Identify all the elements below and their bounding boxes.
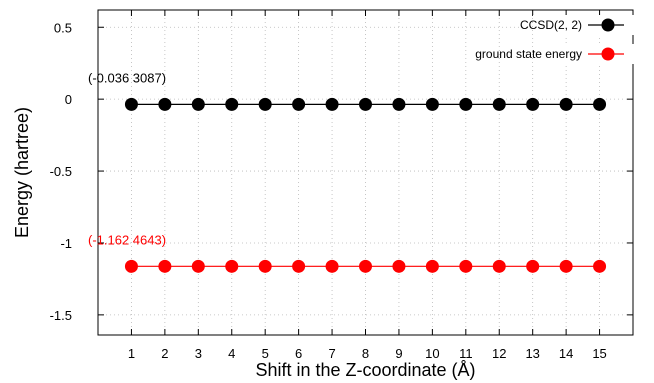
y-tick-label: -0.5 (50, 164, 72, 179)
data-point (425, 259, 439, 273)
data-point (492, 259, 506, 273)
x-tick-label: 13 (525, 346, 539, 361)
axes: 0.50-0.5-1-1.51 2 3 4 5 6 7 8 9 10 11 12 13 14 15 (50, 9, 634, 361)
x-axis-title: Shift in the Z-coordinate (Å) (255, 360, 475, 380)
x-tick-label: 6 (295, 346, 302, 361)
data-point (425, 97, 439, 111)
x-tick-label: 10 (425, 346, 439, 361)
series-0 (124, 97, 607, 111)
legend-label: CCSD(2, 2) (520, 18, 582, 32)
x-tick-label: 9 (395, 346, 402, 361)
data-point (325, 97, 339, 111)
data-point (593, 259, 607, 273)
legend-marker (601, 47, 615, 61)
annotations: (-0.036 3087) (-1.162 4643) (88, 70, 166, 247)
data-point (158, 97, 172, 111)
data-point (593, 97, 607, 111)
legend-label: ground state energy (475, 47, 582, 61)
x-tick-label: 15 (592, 346, 606, 361)
x-tick-label: 8 (362, 346, 369, 361)
series (124, 97, 607, 273)
y-tick-label: 0 (65, 92, 72, 107)
value-annotation: (-0.036 3087) (88, 70, 166, 85)
data-point (191, 259, 205, 273)
series-1 (124, 259, 607, 273)
data-point (258, 97, 272, 111)
x-tick-label: 14 (559, 346, 573, 361)
data-point (359, 259, 372, 273)
y-tick-label: -1 (60, 236, 72, 251)
x-tick-label: 5 (262, 346, 269, 361)
legend: CCSD(2, 2) ground state energy (475, 15, 643, 64)
data-point (124, 259, 138, 273)
x-tick-label: 1 (128, 346, 135, 361)
data-point (392, 97, 406, 111)
data-point (292, 259, 306, 273)
data-point (526, 97, 540, 111)
data-point (492, 97, 506, 111)
data-point (459, 259, 473, 273)
x-tick-label: 12 (492, 346, 506, 361)
data-point (392, 259, 406, 273)
y-axis-title: Energy (hartree) (12, 107, 32, 238)
data-point (158, 259, 172, 273)
value-annotation: (-1.162 4643) (88, 232, 166, 247)
y-tick-label: 0.5 (54, 20, 72, 35)
data-point (559, 259, 573, 273)
data-point (292, 97, 306, 111)
x-tick-label: 2 (161, 346, 168, 361)
data-point (359, 97, 372, 111)
data-point (225, 97, 239, 111)
data-point (325, 259, 339, 273)
data-point (124, 97, 138, 111)
x-tick-label: 11 (459, 346, 473, 361)
data-point (559, 97, 573, 111)
data-point (526, 259, 540, 273)
y-tick-label: -1.5 (50, 308, 72, 323)
data-point (459, 97, 473, 111)
data-point (191, 97, 205, 111)
legend-marker (601, 18, 615, 32)
data-point (258, 259, 272, 273)
x-tick-label: 4 (228, 346, 235, 361)
x-tick-label: 7 (328, 346, 335, 361)
x-tick-label: 3 (195, 346, 202, 361)
data-point (225, 259, 239, 273)
